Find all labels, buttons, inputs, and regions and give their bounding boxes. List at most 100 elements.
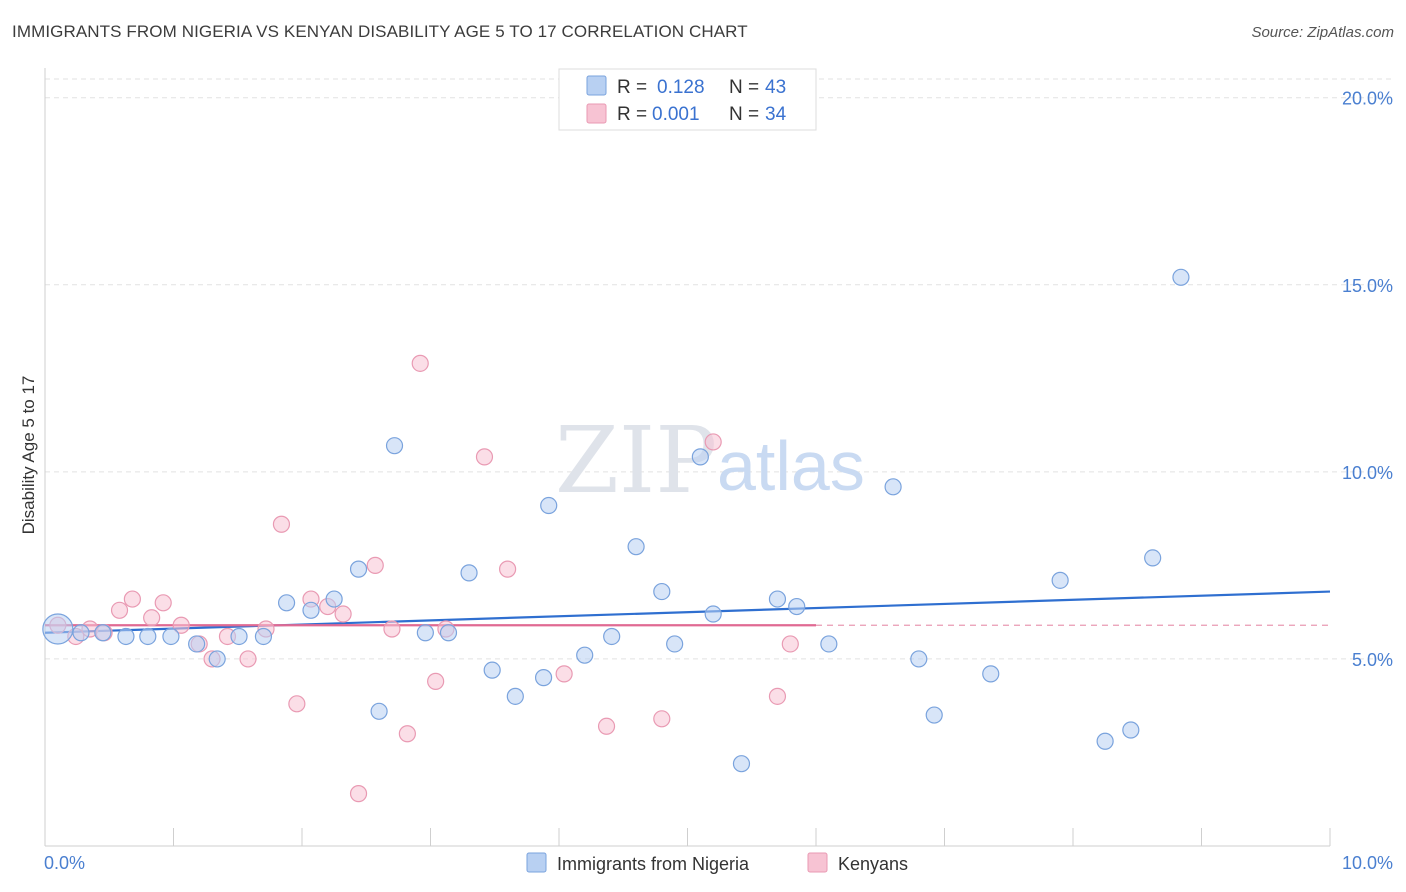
watermark: ZIP atlas — [555, 407, 865, 514]
nigeria-point — [982, 665, 1000, 683]
kenyan-point — [172, 616, 190, 634]
kenyan-point — [499, 560, 517, 578]
nigeria-point — [1172, 268, 1190, 286]
kenyan-point — [349, 785, 368, 803]
kenyan-point — [366, 556, 384, 574]
watermark-atlas: atlas — [717, 427, 865, 505]
nigeria-point — [72, 624, 90, 642]
nigeria-point — [704, 605, 722, 623]
series-swatch-nigeria — [526, 852, 547, 873]
y-axis-label: Disability Age 5 to 17 — [19, 376, 38, 535]
nigeria-point — [576, 646, 594, 664]
legend-swatch-kenyans — [586, 103, 607, 124]
nigeria-point — [325, 590, 343, 608]
nigeria-point — [768, 590, 787, 608]
data-points — [42, 268, 1190, 803]
kenyan-point — [143, 609, 161, 627]
nigeria-point — [732, 755, 751, 773]
legend-n-label-1: N = — [729, 77, 759, 98]
legend-swatch-nigeria — [586, 75, 607, 96]
kenyan-point — [427, 672, 445, 690]
kenyan-point — [383, 620, 401, 638]
series-label-nigeria: Immigrants from Nigeria — [557, 854, 750, 874]
nigeria-point — [603, 627, 621, 646]
legend-r-value-1: 0.128 — [657, 77, 705, 98]
kenyan-point — [555, 665, 573, 683]
nigeria-point — [277, 594, 296, 612]
kenyan-point — [411, 354, 429, 372]
kenyan-point — [768, 687, 787, 705]
nigeria-point — [230, 627, 248, 646]
nigeria-point — [506, 687, 524, 705]
y-tick-labels: 5.0% 10.0% 15.0% 20.0% — [1342, 89, 1393, 670]
nigeria-point — [370, 702, 388, 720]
nigeria-point — [540, 496, 558, 515]
nigeria-point — [349, 560, 368, 578]
nigeria-point — [534, 669, 553, 687]
nigeria-point — [208, 650, 226, 668]
nigeria-point — [162, 627, 180, 646]
y-tick-label: 10.0% — [1342, 463, 1393, 483]
kenyan-point — [781, 635, 799, 653]
nigeria-point — [483, 661, 501, 679]
nigeria-point — [925, 706, 943, 724]
y-tick-label: 5.0% — [1352, 650, 1393, 670]
legend-r-value-2: 0.001 — [652, 104, 700, 125]
kenyan-point — [653, 710, 671, 728]
axes — [44, 68, 1331, 847]
nigeria-point — [1096, 732, 1114, 750]
chart-title: IMMIGRANTS FROM NIGERIA VS KENYAN DISABI… — [12, 22, 748, 41]
y-tick-label: 15.0% — [1342, 276, 1393, 296]
nigeria-point — [820, 635, 838, 653]
nigeria-point — [254, 627, 273, 646]
nigeria-point — [416, 624, 434, 642]
kenyan-point — [288, 695, 306, 713]
nigeria-point — [94, 624, 112, 642]
x-tick-label-max: 10.0% — [1342, 853, 1393, 873]
kenyan-point — [475, 448, 494, 466]
nigeria-point — [691, 448, 709, 466]
watermark-zip: ZIP — [555, 407, 717, 514]
nigeria-point — [627, 538, 645, 556]
grid-lines — [45, 78, 1395, 660]
nigeria-point — [910, 650, 928, 668]
kenyan-point — [704, 433, 722, 451]
legend-n-value-2: 34 — [765, 104, 787, 125]
kenyan-point — [272, 515, 291, 533]
kenyan-point — [154, 594, 172, 612]
nigeria-point — [42, 613, 74, 645]
kenyan-point — [123, 590, 141, 608]
nigeria-point — [139, 627, 157, 646]
nigeria-point — [460, 564, 478, 582]
legend-n-label-2: N = — [729, 104, 759, 125]
legend-n-value-1: 43 — [765, 77, 786, 98]
nigeria-point — [385, 437, 404, 455]
series-label-kenyans: Kenyans — [838, 854, 908, 874]
nigeria-point — [666, 635, 684, 653]
kenyan-point — [597, 717, 616, 735]
source-label: Source: ZipAtlas.com — [1251, 24, 1394, 41]
nigeria-point — [788, 597, 806, 616]
nigeria-point — [1144, 549, 1162, 567]
trend-lines — [44, 590, 1331, 634]
nigeria-point — [884, 478, 902, 496]
nigeria-point — [439, 624, 458, 642]
y-tick-label: 20.0% — [1342, 89, 1393, 109]
nigeria-point — [1051, 571, 1069, 589]
series-legend: Immigrants from Nigeria Kenyans — [526, 852, 908, 874]
legend-r-label-1: R = — [617, 77, 647, 98]
kenyan-point — [110, 601, 129, 619]
nigeria-point — [653, 582, 671, 601]
kenyan-point — [398, 725, 416, 743]
nigeria-point — [188, 635, 206, 653]
nigeria-point — [1122, 721, 1140, 739]
trend-line-nigeria — [44, 590, 1331, 634]
x-tick-labels: 0.0% 10.0% — [44, 853, 1393, 873]
legend-r-label-2: R = — [617, 104, 647, 125]
kenyan-point — [334, 605, 352, 623]
nigeria-point — [117, 627, 135, 646]
series-swatch-kenyans — [807, 852, 828, 873]
correlation-legend: R = 0.128 N = 43 R = 0.001 N = 34 — [558, 68, 817, 131]
nigeria-point — [302, 601, 320, 619]
